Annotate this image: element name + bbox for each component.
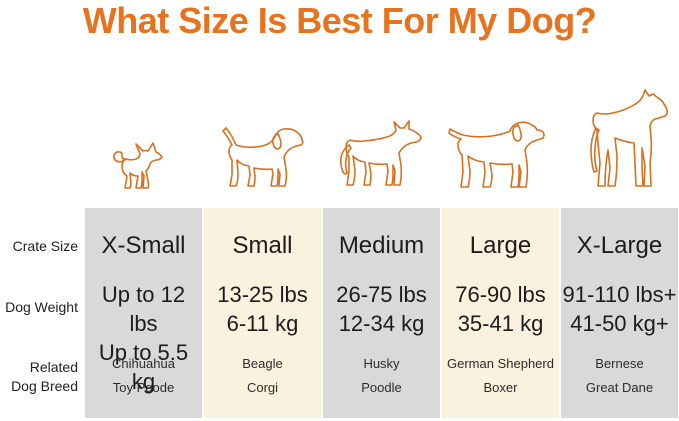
weight-kg: 35-41 kg bbox=[457, 311, 544, 336]
chihuahua-icon bbox=[113, 142, 163, 189]
related-breeds: Bernese Great Dane bbox=[561, 352, 678, 400]
row-label-dog-weight: Dog Weight bbox=[5, 299, 78, 315]
row-label-related-dog-breed: Related Dog Breed bbox=[0, 358, 78, 396]
breed-1: Beagle bbox=[242, 356, 283, 371]
weight-lbs: 91-110 lbs+ bbox=[562, 282, 677, 307]
dog-weight-value: Up to 12 lbs Up to 5.5 kg bbox=[85, 280, 202, 396]
weight-kg: 41-50 kg+ bbox=[570, 311, 669, 336]
breed-1: German Shepherd bbox=[447, 356, 554, 371]
page-title: What Size Is Best For My Dog? bbox=[82, 0, 597, 41]
weight-kg: 6-11 kg bbox=[226, 311, 299, 336]
german-shepherd-icon bbox=[448, 121, 545, 188]
related-breeds: Chihuahua Toy Poode bbox=[85, 352, 202, 400]
breed-2: Boxer bbox=[483, 380, 518, 395]
husky-icon bbox=[339, 120, 422, 186]
row-label-related-line1: Related bbox=[29, 359, 78, 375]
dog-weight-value: 91-110 lbs+ 41-50 kg+ bbox=[561, 280, 678, 338]
crate-size-value: Small bbox=[232, 232, 293, 259]
dog-weight-value: 13-25 lbs 6-11 kg bbox=[204, 280, 321, 338]
column-x-small: X-Small Up to 12 lbs Up to 5.5 kg Chihua… bbox=[85, 208, 202, 418]
weight-kg: Up to 5.5 kg bbox=[98, 340, 189, 394]
breed-1: Chihuahua bbox=[112, 356, 175, 371]
column-large: Large 76-90 lbs 35-41 kg German Shepherd… bbox=[442, 208, 559, 418]
related-breeds: Husky Poodle bbox=[323, 352, 440, 400]
weight-kg: 12-34 kg bbox=[338, 311, 425, 336]
breed-2: Toy Poode bbox=[112, 380, 175, 395]
weight-lbs: 13-25 lbs bbox=[217, 282, 308, 307]
related-breeds: Beagle Corgi bbox=[204, 352, 321, 400]
crate-size-value: X-Large bbox=[576, 232, 663, 259]
breed-2: Corgi bbox=[246, 380, 279, 395]
dog-weight-value: 26-75 lbs 12-34 kg bbox=[323, 280, 440, 338]
breed-2: Poodle bbox=[361, 380, 402, 395]
crate-size-value: Large bbox=[469, 232, 532, 259]
column-medium: Medium 26-75 lbs 12-34 kg Husky Poodle bbox=[323, 208, 440, 418]
column-small: Small 13-25 lbs 6-11 kg Beagle Corgi bbox=[204, 208, 321, 418]
beagle-icon bbox=[222, 127, 304, 187]
weight-lbs: 26-75 lbs bbox=[336, 282, 427, 307]
related-breeds: German Shepherd Boxer bbox=[442, 352, 559, 400]
row-label-related-line2: Dog Breed bbox=[11, 378, 78, 394]
crate-size-value: X-Small bbox=[101, 232, 186, 259]
breed-1: Husky bbox=[363, 356, 400, 371]
row-label-crate-size: Crate Size bbox=[12, 238, 78, 254]
crate-size-value: Medium bbox=[338, 232, 425, 259]
great-dane-icon bbox=[590, 89, 669, 187]
breed-2: Great Dane bbox=[585, 380, 654, 395]
weight-lbs: Up to 12 lbs bbox=[101, 282, 186, 336]
breed-1: Bernese bbox=[595, 356, 644, 371]
weight-lbs: 76-90 lbs bbox=[455, 282, 546, 307]
column-x-large: X-Large 91-110 lbs+ 41-50 kg+ Bernese Gr… bbox=[561, 208, 678, 418]
dog-weight-value: 76-90 lbs 35-41 kg bbox=[442, 280, 559, 338]
